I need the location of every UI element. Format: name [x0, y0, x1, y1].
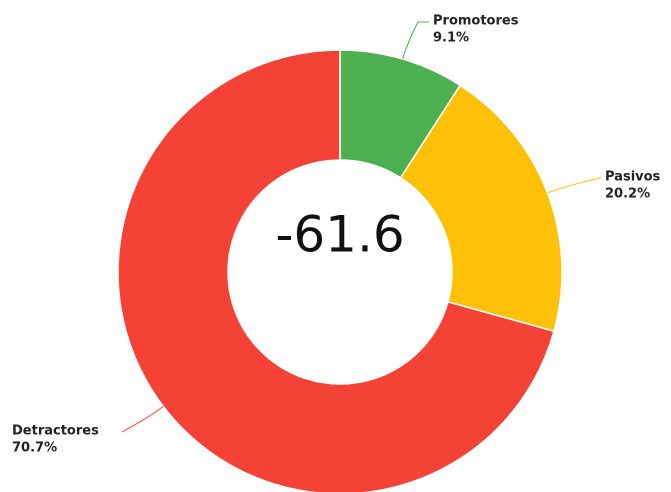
donut-slice — [399, 84, 563, 333]
leader-line — [402, 21, 429, 60]
slice-name: Detractores — [12, 424, 99, 439]
slice-name: Promotores — [433, 14, 519, 29]
leader-line — [121, 406, 164, 433]
donut-slice — [117, 49, 555, 492]
center-label: -61.6 — [275, 206, 404, 264]
slice-value-label: 20.2% — [605, 187, 650, 202]
slice-name: Pasivos — [605, 170, 661, 185]
slice-value-label: 9.1% — [433, 31, 469, 46]
leader-line — [547, 177, 601, 194]
slice-value-label: 70.7% — [12, 441, 57, 456]
